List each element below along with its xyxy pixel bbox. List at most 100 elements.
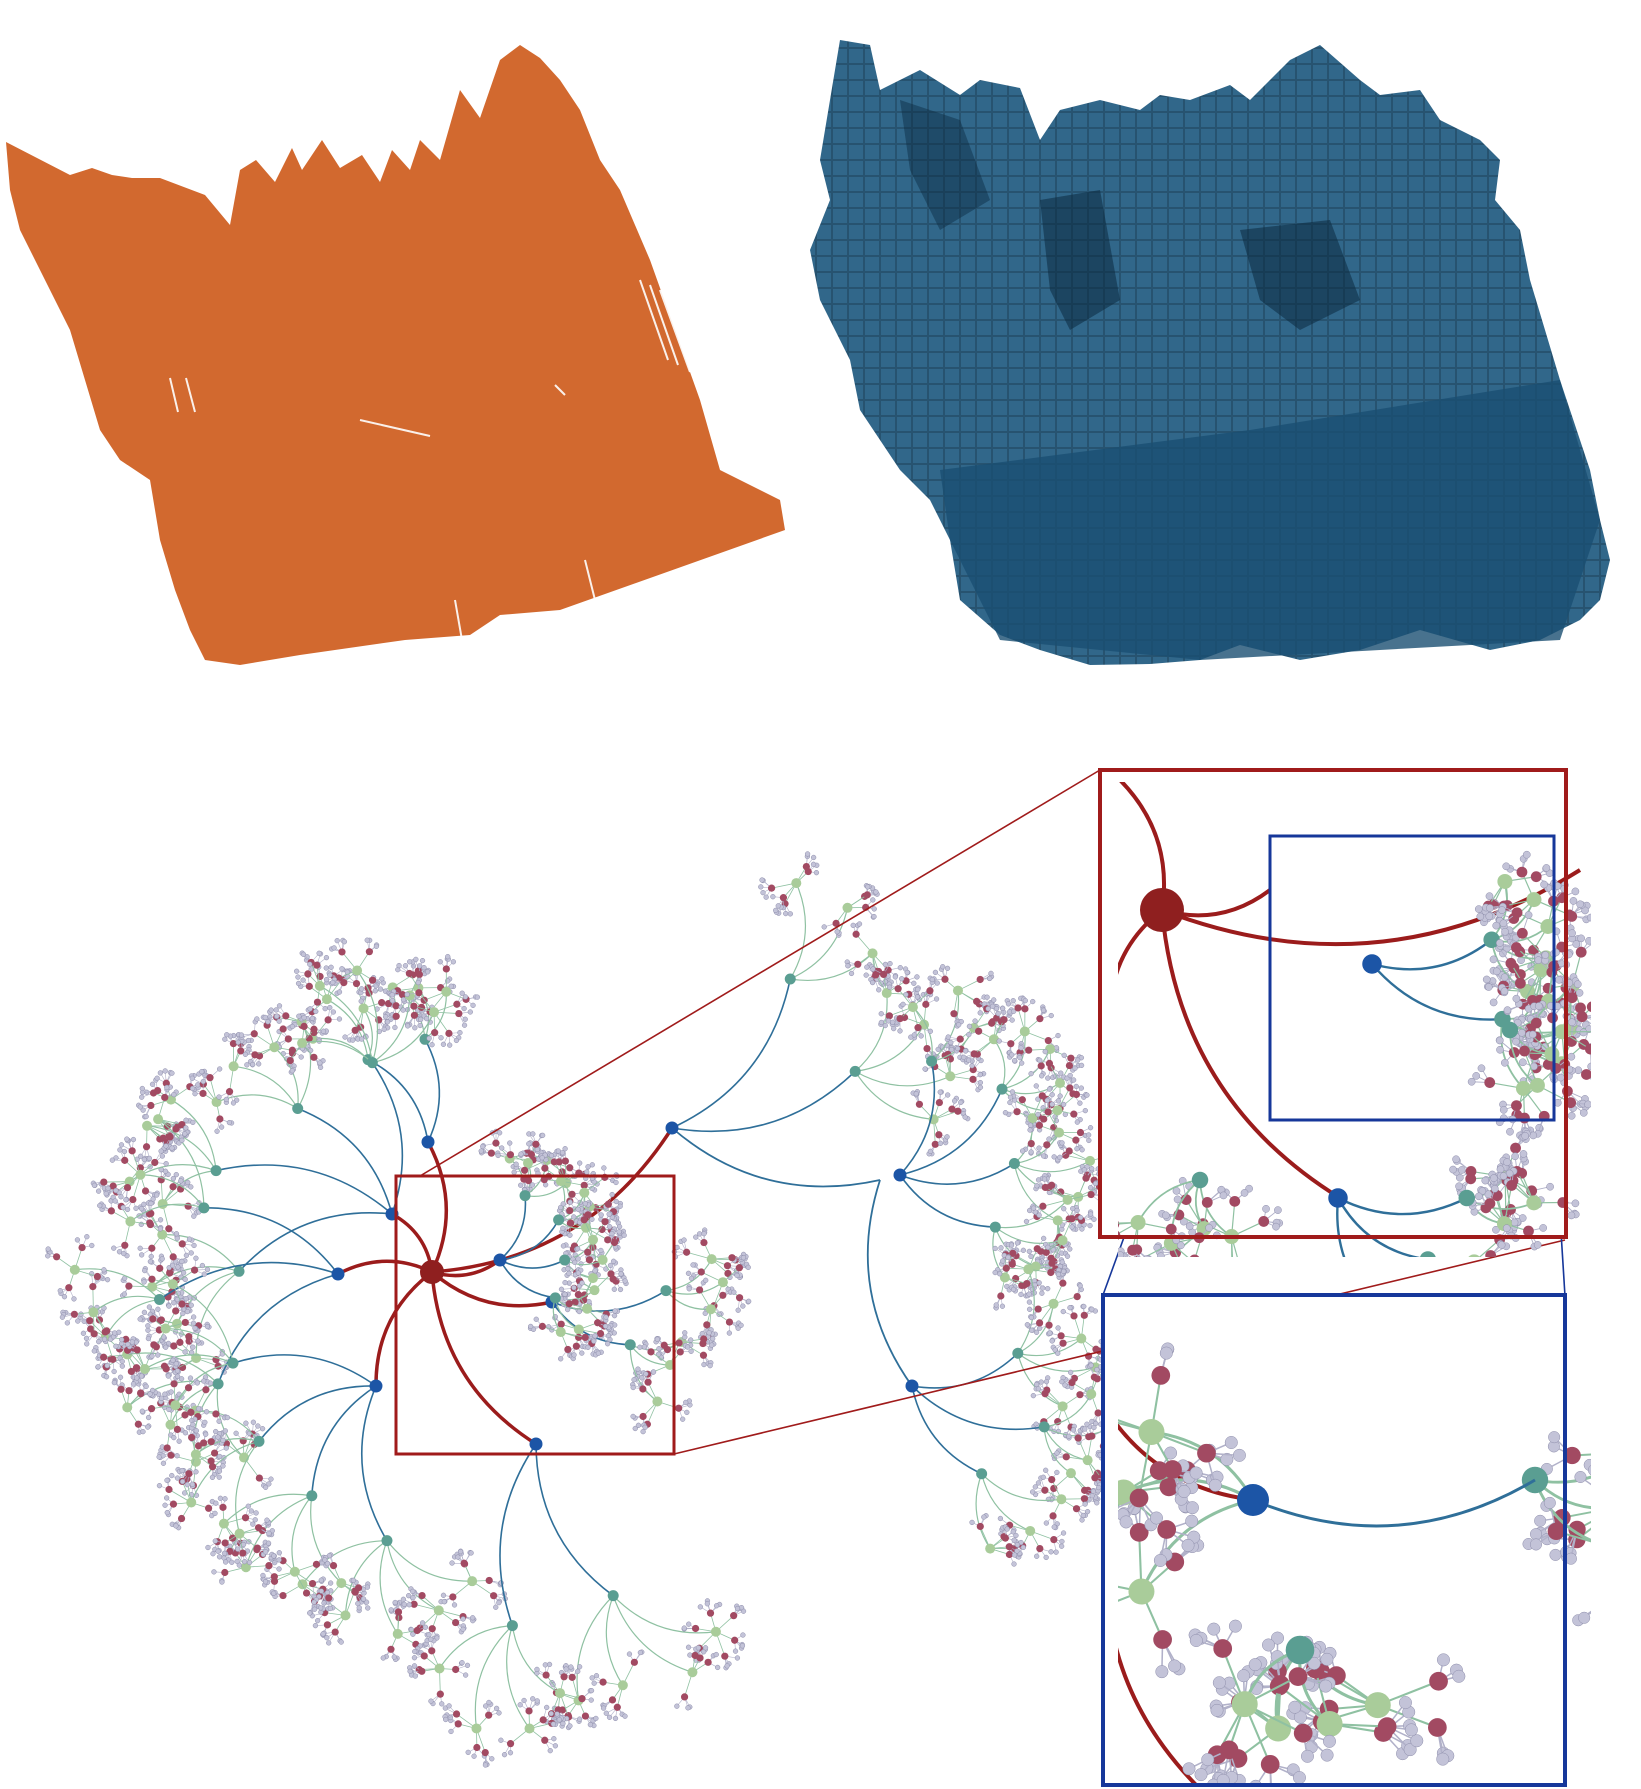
leaf-node: [406, 1602, 412, 1608]
level4-node: [354, 1584, 363, 1592]
leaf-node: [189, 1075, 195, 1081]
level4-node: [885, 1012, 893, 1020]
leaf-node: [961, 1054, 967, 1060]
level3-node: [139, 1363, 150, 1374]
level4-node: [125, 1387, 133, 1395]
leaf-node: [681, 1625, 687, 1631]
level4-node: [647, 1348, 655, 1356]
level4-node: [418, 1591, 426, 1600]
level4-node: [680, 1693, 689, 1701]
leaf-node: [521, 1697, 527, 1704]
level4-node: [284, 1035, 292, 1043]
leaf-node: [529, 1182, 536, 1188]
level4-node: [541, 1736, 549, 1744]
leaf-node: [174, 1368, 181, 1374]
level4-node: [86, 1317, 94, 1325]
leaf-node: [850, 922, 856, 929]
graph-edge: [899, 1088, 1003, 1176]
level4-node: [90, 1330, 98, 1338]
level4-node: [490, 1592, 498, 1600]
level4-node: [415, 989, 423, 997]
level4-node: [199, 1089, 207, 1098]
level4-node: [728, 1254, 736, 1262]
leaf-node: [891, 1025, 897, 1032]
level4-node: [610, 1238, 619, 1247]
leaf-node: [171, 1300, 177, 1306]
leaf-node: [440, 1041, 447, 1047]
leaf-node: [119, 1336, 125, 1343]
leaf-node: [530, 1696, 536, 1702]
leaf-node: [419, 1620, 426, 1626]
leaf-node: [575, 1270, 582, 1276]
leaf-node: [265, 1540, 272, 1546]
leaf-node: [164, 1477, 170, 1484]
leaf-node: [465, 1749, 471, 1756]
leaf-node: [215, 1548, 221, 1554]
leaf-node: [137, 1104, 143, 1110]
leaf-node: [276, 1018, 282, 1024]
level3-node: [352, 965, 363, 976]
leaf-node: [190, 1320, 197, 1326]
leaf-node: [783, 910, 789, 917]
leaf-node: [160, 1460, 167, 1466]
level4-node: [181, 1318, 189, 1327]
level3-node: [135, 1169, 146, 1180]
leaf-node: [296, 1013, 302, 1019]
level4-node: [149, 1315, 157, 1323]
leaf-node: [977, 1071, 983, 1078]
level4-node: [210, 1449, 219, 1457]
leaf-node: [617, 1286, 624, 1293]
level4-node: [152, 1343, 160, 1351]
leaf-node: [323, 954, 330, 961]
leaf-node: [235, 1546, 241, 1552]
level4-node: [378, 999, 386, 1007]
leaf-node: [697, 1604, 703, 1610]
leaf-node: [1075, 1057, 1081, 1063]
leaf-node: [377, 986, 384, 992]
leaf-node: [498, 1737, 504, 1743]
voxel-shadow-1: [1040, 190, 1120, 330]
leaf-node: [259, 1426, 266, 1432]
level1-node: [493, 1253, 507, 1267]
leaf-node: [566, 1270, 572, 1277]
leaf-node: [559, 1150, 566, 1156]
leaf-node: [221, 1550, 228, 1556]
level4-node: [915, 1100, 924, 1108]
leaf-node: [687, 1652, 693, 1658]
leaf-node: [1030, 998, 1036, 1005]
level4-node: [1036, 1015, 1044, 1023]
level4-node: [123, 1183, 132, 1192]
leaf-node: [579, 1280, 585, 1286]
leaf-node: [289, 1023, 296, 1030]
leaf-node: [493, 1705, 500, 1712]
level4-node: [178, 1363, 187, 1372]
leaf-node: [159, 1153, 166, 1159]
leaf-node: [999, 1005, 1006, 1012]
graph-edge: [372, 1011, 435, 1064]
leaf-node: [124, 1136, 130, 1142]
graph-edge: [993, 1038, 1006, 1090]
leaf-node: [702, 1645, 709, 1651]
leaf-node: [598, 1247, 604, 1254]
leaf-node: [137, 1153, 144, 1159]
level4-node: [956, 1035, 964, 1043]
level4-node: [163, 1444, 171, 1452]
level4-node: [948, 1105, 956, 1113]
leaf-node: [530, 1131, 536, 1137]
leaf-node: [735, 1307, 741, 1313]
leaf-node: [848, 970, 855, 977]
leaf-node: [439, 1701, 445, 1707]
level4-node: [725, 1318, 734, 1326]
leaf-node: [196, 1406, 202, 1412]
level4-node: [410, 1002, 418, 1010]
leaf-node: [587, 1722, 594, 1728]
leaf-node: [987, 975, 993, 982]
level4-node: [313, 998, 322, 1006]
leaf-node: [511, 1169, 517, 1175]
level3-node: [69, 1264, 80, 1275]
leaf-node: [183, 1296, 189, 1302]
leaf-node: [977, 1010, 983, 1016]
level4-node: [699, 1351, 708, 1359]
leaf-node: [595, 1350, 602, 1356]
